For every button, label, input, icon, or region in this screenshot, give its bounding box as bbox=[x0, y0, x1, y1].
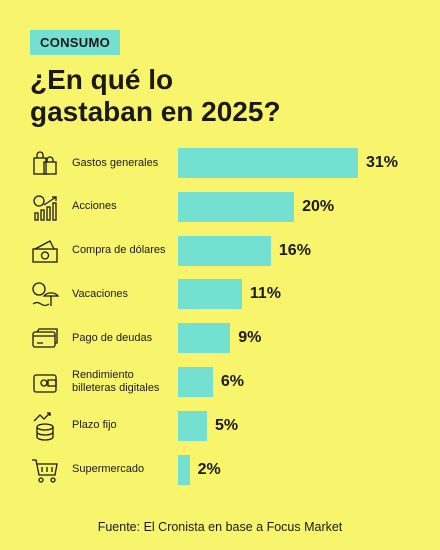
category-label: Plazo fijo bbox=[72, 419, 117, 432]
bar bbox=[178, 279, 242, 310]
chart-title: ¿En qué lo gastaban en 2025? bbox=[30, 64, 281, 127]
icon-card bbox=[32, 328, 58, 348]
value-label: 16% bbox=[278, 241, 311, 259]
icon-stocks bbox=[33, 195, 57, 221]
category-label: Compra de dólares bbox=[72, 244, 166, 257]
bar bbox=[178, 367, 213, 397]
category-label: Acciones bbox=[72, 200, 117, 213]
bar bbox=[178, 191, 295, 222]
value-label: 9% bbox=[238, 329, 262, 347]
icon-cart bbox=[32, 459, 58, 483]
icon-fixed-term bbox=[33, 412, 54, 441]
value-label: 2% bbox=[197, 460, 221, 478]
bar bbox=[178, 454, 190, 485]
icon-vacation bbox=[32, 282, 60, 307]
value-label: 5% bbox=[215, 416, 239, 434]
source: Fuente: El Cronista en base a Focus Mark… bbox=[97, 520, 343, 534]
bar bbox=[178, 410, 208, 441]
icon-dollars bbox=[32, 240, 58, 263]
icon-wallet bbox=[33, 374, 57, 393]
category-label: Pago de deudas bbox=[72, 331, 153, 344]
value-label: 6% bbox=[220, 373, 244, 390]
icon-bags bbox=[33, 151, 57, 175]
category-label: Rendimiento billeteras digitales bbox=[72, 369, 160, 394]
value-label: 20% bbox=[302, 197, 335, 215]
category-label: Gastos generales bbox=[72, 156, 159, 169]
value-label: 11% bbox=[249, 285, 281, 303]
category-label: Vacaciones bbox=[72, 287, 129, 300]
bar bbox=[178, 323, 231, 354]
tag: CONSUMO bbox=[30, 30, 120, 55]
bar bbox=[178, 235, 271, 266]
bar bbox=[178, 148, 358, 178]
category-label: Supermercado bbox=[72, 463, 145, 476]
value-label: 31% bbox=[366, 154, 399, 171]
